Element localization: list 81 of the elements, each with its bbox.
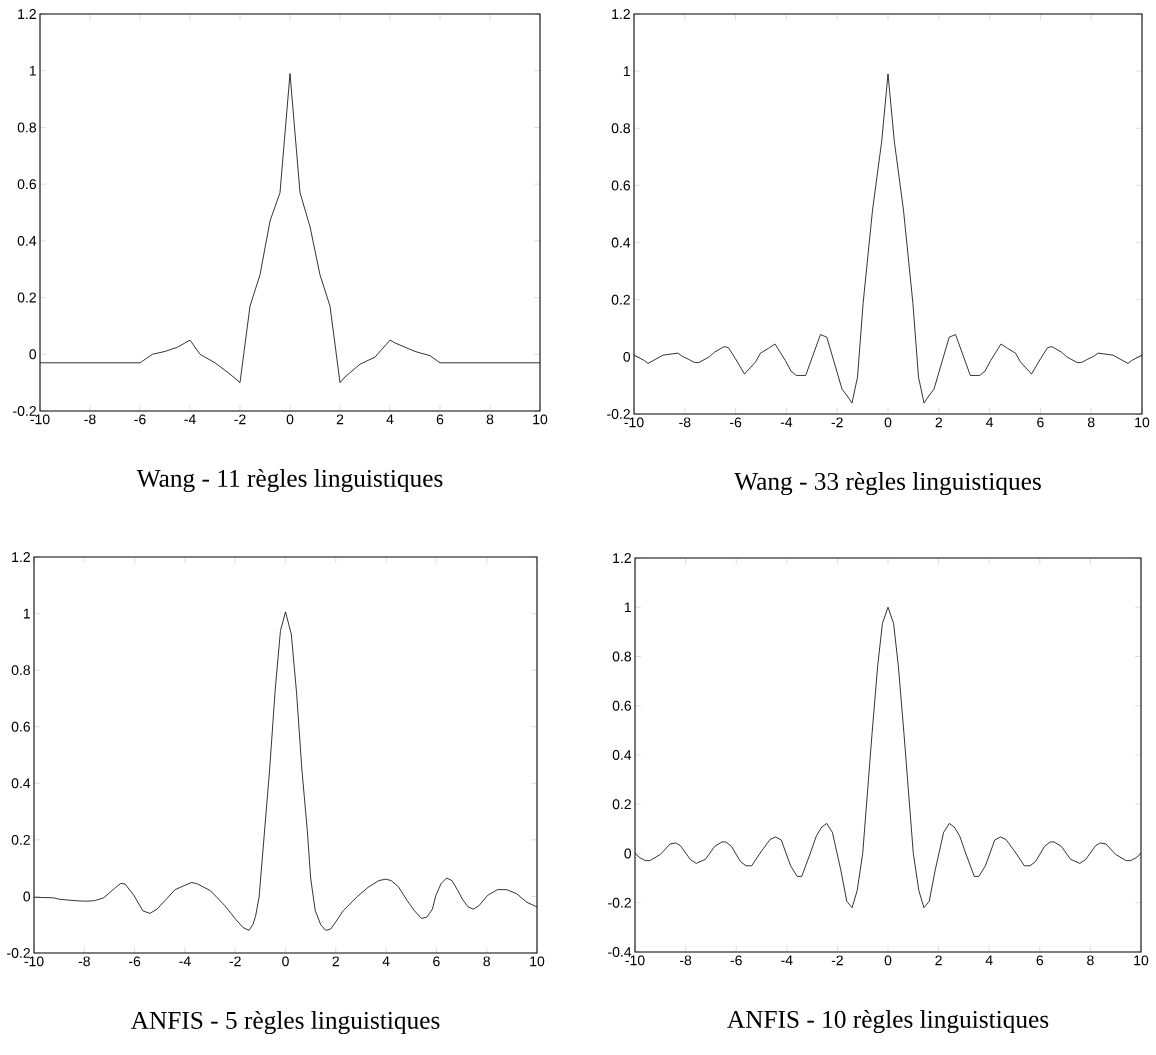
x-tick-label: 0 xyxy=(286,414,294,425)
y-tick-label: 1 xyxy=(623,66,630,76)
x-tick-label: -2 xyxy=(831,955,843,966)
y-tick-label: 1.2 xyxy=(612,9,630,19)
x-tick-label: 2 xyxy=(935,417,942,428)
y-tick-label: 0.8 xyxy=(612,651,632,662)
x-tick-label: 4 xyxy=(985,955,993,966)
x-tick-label: 0 xyxy=(282,956,289,967)
x-tick-label: 4 xyxy=(386,414,394,425)
y-tick-label: -0.2 xyxy=(7,948,30,958)
y-tick-label: 0.2 xyxy=(11,834,30,845)
x-tick-label: -8 xyxy=(680,955,692,966)
x-tick-label: 0 xyxy=(884,417,892,428)
y-tick-label: 0.4 xyxy=(11,778,31,789)
x-tick-label: 8 xyxy=(1087,417,1095,428)
x-tick-label: -2 xyxy=(831,417,843,428)
y-tick-label: -0.4 xyxy=(608,947,632,957)
x-tick-label: 6 xyxy=(436,414,444,425)
x-tick-label: 6 xyxy=(433,956,440,967)
y-tick-label: 0 xyxy=(23,891,31,902)
y-tick-label: -0.2 xyxy=(607,409,630,419)
y-tick-label: 0.2 xyxy=(611,294,630,305)
x-tick-label: 10 xyxy=(1134,955,1149,966)
text: Wang - 11 règles linguistiques xyxy=(136,469,443,493)
x-tick-label: -4 xyxy=(179,956,191,967)
x-tick-label: -10 xyxy=(624,417,644,428)
x-tick-label: -8 xyxy=(78,956,90,967)
x-tick-label: -2 xyxy=(234,414,246,425)
x-tick-label: 6 xyxy=(1036,955,1044,966)
y-tick-label: -0.2 xyxy=(13,406,36,416)
y-tick-label: 0.8 xyxy=(11,665,31,676)
y-tick-label: 0.6 xyxy=(11,721,31,732)
x-tick-label: 4 xyxy=(986,417,994,428)
x-tick-label: 4 xyxy=(382,956,390,967)
y-tick-label: 0.8 xyxy=(611,123,631,134)
y-tick-label: 0.6 xyxy=(17,179,37,190)
y-tick-label: 0.6 xyxy=(612,700,632,711)
y-tick-label: 0 xyxy=(624,848,632,859)
y-tick-label: 0 xyxy=(623,351,631,362)
x-tick-label: -8 xyxy=(679,417,691,428)
x-tick-label: -10 xyxy=(30,414,50,425)
text: ANFIS - 5 règles linguistiques xyxy=(130,1011,440,1035)
y-tick-label: 0.4 xyxy=(612,750,632,760)
y-tick-label: 1 xyxy=(23,608,30,619)
x-tick-label: -10 xyxy=(24,956,44,967)
x-tick-label: -6 xyxy=(134,414,146,425)
x-tick-label: -6 xyxy=(730,417,742,428)
text: Wang - 33 règles linguistiques xyxy=(734,472,1041,496)
y-tick-label: 0.4 xyxy=(17,235,37,246)
x-tick-label: 10 xyxy=(533,414,548,425)
y-tick-label: 1.2 xyxy=(18,9,36,19)
x-tick-label: 8 xyxy=(1087,955,1094,966)
x-tick-label: 0 xyxy=(884,955,892,966)
x-tick-label: 6 xyxy=(1037,417,1044,428)
x-tick-label: -4 xyxy=(184,414,196,425)
x-tick-label: -10 xyxy=(625,955,645,966)
text: ANFIS - 10 règles linguistiques xyxy=(727,1010,1049,1034)
x-tick-label: -6 xyxy=(730,955,742,966)
x-tick-label: 2 xyxy=(332,956,339,967)
x-tick-label: -8 xyxy=(84,414,96,425)
x-tick-label: 2 xyxy=(336,414,344,425)
y-tick-label: 0.4 xyxy=(611,237,631,248)
y-tick-label: 1.2 xyxy=(12,552,30,562)
x-tick-label: 8 xyxy=(486,414,494,425)
y-tick-label: 0.2 xyxy=(17,292,36,303)
y-tick-label: 0.8 xyxy=(17,122,37,133)
x-tick-label: -6 xyxy=(129,956,141,967)
x-tick-label: -4 xyxy=(781,955,793,966)
x-tick-label: 10 xyxy=(1135,417,1150,428)
x-tick-label: -4 xyxy=(780,417,793,428)
x-tick-label: 8 xyxy=(483,956,490,967)
y-tick-label: 0 xyxy=(29,349,37,360)
y-tick-label: 1 xyxy=(29,65,36,76)
y-tick-label: -0.2 xyxy=(608,897,631,908)
x-tick-label: -2 xyxy=(229,956,241,967)
y-tick-label: 1.2 xyxy=(613,553,631,563)
y-tick-label: 0.6 xyxy=(611,180,631,191)
y-tick-label: 0.2 xyxy=(612,799,631,810)
x-tick-label: 2 xyxy=(935,955,942,966)
x-tick-label: 10 xyxy=(530,956,545,967)
y-tick-label: 1 xyxy=(624,602,631,613)
